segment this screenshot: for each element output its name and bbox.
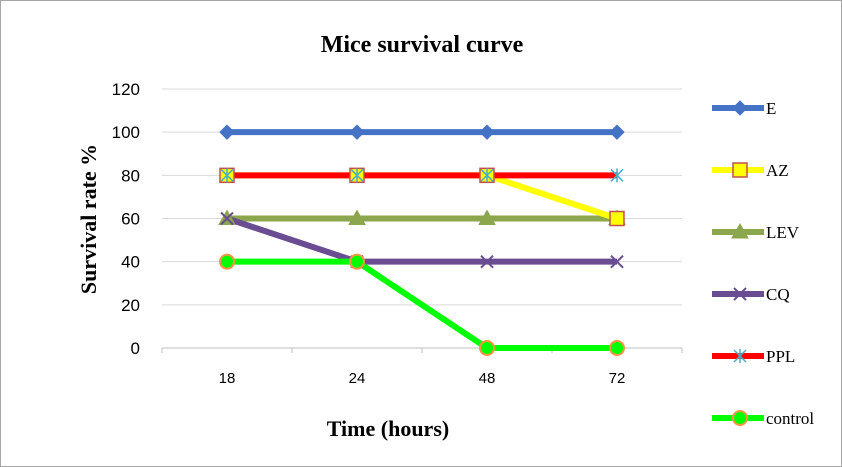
legend-marker <box>732 410 748 426</box>
legend-item-lev: LEV <box>712 222 800 242</box>
data-point-e <box>479 124 495 140</box>
series-line-cq <box>226 215 617 265</box>
chart-title: Mice survival curve <box>321 32 524 58</box>
data-point-e <box>349 124 365 140</box>
data-point-control <box>609 340 625 356</box>
legend-marker <box>731 222 749 239</box>
y-tick-label: 120 <box>112 80 140 99</box>
data-point-lev <box>348 209 366 225</box>
data-point-control <box>479 340 495 356</box>
data-point-lev <box>478 209 496 225</box>
data-point-ppl <box>480 168 494 183</box>
y-tick-label: 40 <box>121 253 140 272</box>
y-tick-label: 0 <box>131 339 140 358</box>
legend-item-e: E <box>712 99 776 118</box>
data-point-cq <box>610 254 624 269</box>
series-line-control <box>227 258 617 351</box>
x-tick-label: 48 <box>479 370 496 387</box>
legend-item-az: AZ <box>712 161 789 180</box>
legend-label: control <box>766 409 814 428</box>
data-point-ppl <box>220 168 234 183</box>
data-point-control <box>349 253 365 270</box>
y-tick-label: 20 <box>121 296 140 315</box>
legend-label: PPL <box>766 347 795 366</box>
legend-item-ppl: PPL <box>712 347 795 366</box>
legend: E AZ LEV CQ PPL control <box>712 99 814 428</box>
data-point-cq <box>220 211 234 226</box>
x-axis-title: Time (hours) <box>327 416 449 441</box>
y-axis-title: Survival rate % <box>76 144 101 294</box>
legend-label: CQ <box>766 285 790 304</box>
y-tick-label: 60 <box>121 210 140 229</box>
x-tick-label: 24 <box>349 370 366 387</box>
plot-area: 0 20 40 60 80 100 120 18 24 48 72 <box>112 80 683 387</box>
legend-label: E <box>766 99 776 118</box>
data-point-e <box>219 124 235 140</box>
legend-item-control: control <box>712 409 814 428</box>
data-point-control <box>219 253 235 270</box>
legend-marker <box>732 162 748 178</box>
legend-marker <box>732 100 748 116</box>
data-point-ppl <box>610 168 624 183</box>
legend-label: AZ <box>766 161 789 180</box>
y-tick-label: 80 <box>121 166 140 185</box>
legend-marker <box>733 349 747 363</box>
legend-marker <box>733 287 747 301</box>
x-tick-label: 72 <box>609 370 626 387</box>
x-tick-label: 18 <box>219 370 236 387</box>
data-point-ppl <box>350 168 364 183</box>
y-tick-label: 100 <box>112 123 140 142</box>
data-point-az <box>609 210 625 227</box>
legend-label: LEV <box>766 223 800 242</box>
data-point-cq <box>480 254 494 269</box>
data-point-e <box>609 124 625 140</box>
legend-item-cq: CQ <box>712 285 790 304</box>
